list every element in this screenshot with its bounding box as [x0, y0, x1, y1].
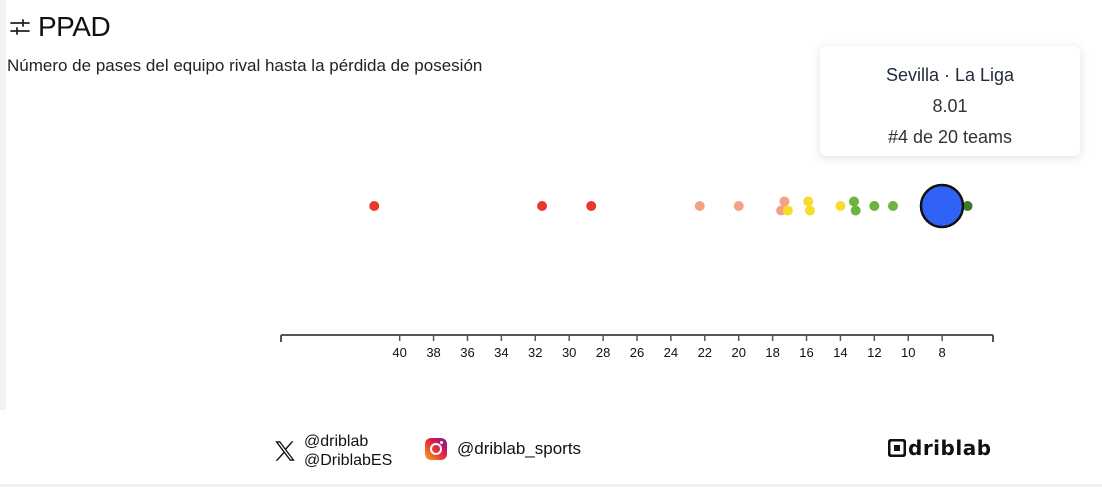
instagram-icon	[425, 438, 447, 460]
page-title: PPAD	[38, 11, 111, 42]
x-tick-label: 38	[426, 345, 440, 360]
x-tick-label: 36	[460, 345, 474, 360]
x-logo-icon	[275, 441, 295, 461]
x-tick-label: 40	[392, 345, 406, 360]
brand-logo[interactable]: driblab	[888, 436, 992, 460]
x-handles: @driblab @DriblabES	[304, 432, 392, 470]
header: PPAD	[8, 10, 111, 44]
team-point[interactable]	[369, 201, 380, 211]
filter-sliders-icon[interactable]	[8, 15, 32, 39]
team-point[interactable]	[848, 196, 859, 207]
x-axis: 40 38 36 34 32 30 28 26 24 22 20 18 16 14 12 10 8	[280, 334, 994, 360]
highlight-team-point[interactable]	[919, 183, 965, 229]
driblab-logo-icon	[888, 439, 906, 457]
x-social[interactable]: @driblab @DriblabES	[272, 432, 392, 470]
brand-name: driblab	[908, 436, 992, 460]
x-tick-label: 8	[939, 345, 946, 360]
team-point[interactable]	[733, 201, 744, 211]
team-point[interactable]	[694, 201, 705, 211]
x-tick-label: 22	[698, 345, 712, 360]
x-tick-label: 32	[528, 345, 542, 360]
x-handle-1[interactable]: @driblab	[304, 433, 369, 450]
team-point[interactable]	[962, 201, 973, 211]
instagram-handle[interactable]: @driblab_sports	[457, 439, 582, 458]
team-point[interactable]	[835, 201, 846, 211]
x-tick-label: 18	[765, 345, 779, 360]
x-tick-label: 14	[833, 345, 847, 360]
points-layer	[369, 183, 973, 229]
x-tick-label: 24	[664, 345, 678, 360]
team-point[interactable]	[850, 205, 861, 216]
team-point[interactable]	[869, 201, 880, 211]
scatter-chart: 40 38 36 34 32 30 28 26 24 22 20 18 16 14 12 10 8	[280, 183, 994, 360]
team-point[interactable]	[586, 201, 597, 211]
tooltip-rank: #4 de 20 teams	[887, 127, 1013, 147]
x-tick-label: 10	[901, 345, 915, 360]
x-handle-2[interactable]: @DriblabES	[304, 452, 393, 469]
x-tick-label: 20	[731, 345, 745, 360]
left-rule	[0, 0, 6, 410]
team-point[interactable]	[779, 196, 790, 207]
chart-subtitle: Número de pases del equipo rival hasta l…	[7, 56, 483, 75]
team-point[interactable]	[803, 196, 814, 207]
x-tick-label: 28	[596, 345, 610, 360]
team-point[interactable]	[887, 201, 898, 211]
x-tick-label: 26	[630, 345, 644, 360]
x-tick-label: 12	[867, 345, 881, 360]
team-point[interactable]	[804, 205, 815, 216]
team-point[interactable]	[782, 205, 793, 216]
x-tick-label: 30	[562, 345, 576, 360]
tooltip-value: 8.01	[932, 96, 968, 116]
x-tick-label: 16	[799, 345, 813, 360]
footer: @driblab @DriblabES @driblab_sports drib…	[0, 410, 1102, 487]
team-tooltip: Sevilla · La Liga 8.01 #4 de 20 teams	[820, 46, 1080, 156]
tooltip-team: Sevilla · La Liga	[885, 65, 1015, 85]
team-point[interactable]	[537, 201, 548, 211]
x-tick-label: 34	[494, 345, 508, 360]
footer-divider	[0, 484, 1102, 487]
instagram-social[interactable]: @driblab_sports	[425, 438, 581, 460]
